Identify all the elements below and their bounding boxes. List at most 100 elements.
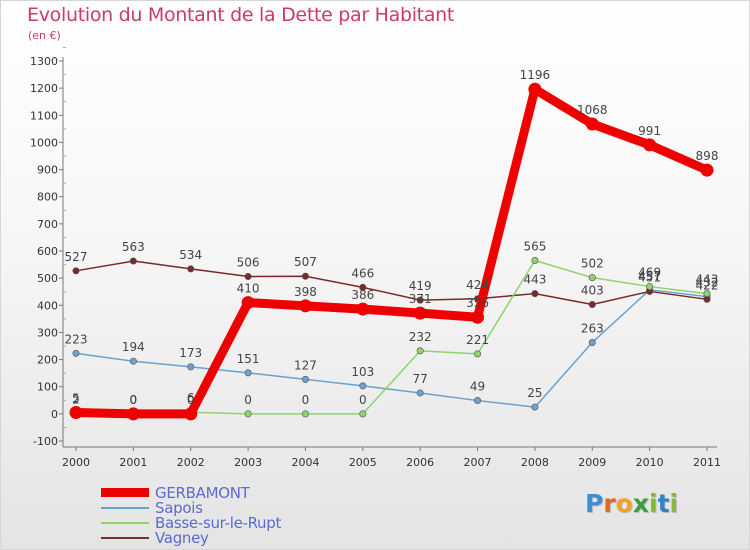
data-label-vagney: 534 — [179, 248, 202, 262]
data-label-gerbamont: 1196 — [520, 68, 551, 82]
series-line-basse-sur-le-rupt — [75, 259, 708, 415]
data-point-vagney — [244, 273, 252, 281]
data-point-basse-sur-le-rupt — [244, 410, 252, 418]
data-point-gerbamont — [700, 163, 714, 177]
series-line-vagney — [75, 260, 708, 306]
y-tick-label: 400 — [37, 299, 58, 312]
data-point-vagney — [129, 257, 137, 265]
data-label-gerbamont: 991 — [638, 124, 661, 138]
data-point-gerbamont — [184, 407, 198, 421]
data-point-sapois — [187, 363, 195, 371]
y-tick-label: 1200 — [30, 82, 58, 95]
x-tick-label: 2000 — [62, 456, 90, 469]
data-label-sapois: 25 — [527, 386, 542, 400]
data-point-basse-sur-le-rupt — [301, 410, 309, 418]
data-label-gerbamont: 1068 — [577, 103, 608, 117]
data-point-basse-sur-le-rupt — [703, 290, 711, 298]
data-label-basse-sur-le-rupt: 0 — [302, 393, 310, 407]
y-tick-label: 900 — [37, 164, 58, 177]
legend-swatch-sapois — [101, 507, 149, 509]
data-point-sapois — [474, 397, 482, 405]
data-point-basse-sur-le-rupt — [646, 283, 654, 291]
y-tick-label: 700 — [37, 218, 58, 231]
legend-swatch-vagney — [101, 537, 149, 539]
data-label-sapois: 194 — [122, 340, 145, 354]
data-label-gerbamont: 5 — [72, 392, 80, 406]
data-point-gerbamont — [585, 117, 599, 131]
data-point-sapois — [588, 338, 596, 346]
data-point-basse-sur-le-rupt — [588, 274, 596, 282]
data-point-sapois — [359, 382, 367, 390]
data-label-basse-sur-le-rupt: 502 — [581, 257, 604, 271]
data-point-vagney — [416, 296, 424, 304]
data-point-gerbamont — [528, 82, 542, 96]
x-tick-label: 2006 — [406, 456, 434, 469]
data-label-vagney: 424 — [466, 278, 489, 292]
y-tick-label: 1300 — [30, 55, 58, 68]
y-tick-label: 600 — [37, 245, 58, 258]
data-point-gerbamont — [241, 296, 255, 310]
data-point-vagney — [588, 300, 596, 308]
data-label-sapois: 127 — [294, 358, 317, 372]
data-label-sapois: 49 — [470, 380, 485, 394]
data-label-sapois: 457 — [638, 269, 661, 283]
data-label-vagney: 563 — [122, 240, 145, 254]
data-point-sapois — [129, 357, 137, 365]
data-point-sapois — [72, 349, 80, 357]
data-label-sapois: 432 — [696, 276, 719, 290]
y-tick-label: 0 — [51, 408, 58, 421]
data-label-gerbamont: 386 — [351, 288, 374, 302]
data-label-sapois: 151 — [237, 352, 260, 366]
legend-label-sapois: Sapois — [155, 499, 203, 517]
data-label-gerbamont: 356 — [466, 296, 489, 310]
x-tick-label: 2010 — [636, 456, 664, 469]
x-tick-label: 2008 — [521, 456, 549, 469]
data-point-sapois — [301, 375, 309, 383]
data-label-basse-sur-le-rupt: 2 — [72, 392, 80, 406]
data-point-vagney — [359, 283, 367, 291]
data-label-vagney: 506 — [237, 256, 260, 270]
data-point-vagney — [301, 272, 309, 280]
data-label-basse-sur-le-rupt: 443 — [696, 273, 719, 287]
data-point-gerbamont — [356, 302, 370, 316]
data-label-basse-sur-le-rupt: 469 — [638, 266, 661, 280]
data-label-gerbamont: 371 — [409, 292, 432, 306]
data-label-sapois: 103 — [351, 365, 374, 379]
data-point-vagney — [187, 265, 195, 273]
data-label-sapois: 173 — [179, 346, 202, 360]
data-point-basse-sur-le-rupt — [474, 350, 482, 358]
data-label-gerbamont: 0 — [130, 393, 138, 407]
data-point-sapois — [531, 403, 539, 411]
y-tick-label: 500 — [37, 272, 58, 285]
data-label-basse-sur-le-rupt: 0 — [359, 393, 367, 407]
x-tick-label: 2003 — [234, 456, 262, 469]
data-label-vagney: 422 — [696, 278, 719, 292]
data-label-vagney: 451 — [638, 270, 661, 284]
data-point-gerbamont — [643, 138, 657, 152]
legend-label-basse-sur-le-rupt: Basse-sur-le-Rupt — [155, 514, 282, 532]
chart-title: Evolution du Montant de la Dette par Hab… — [27, 4, 455, 26]
legend-swatch-basse-sur-le-rupt — [101, 522, 149, 524]
x-tick-label: 2001 — [119, 456, 147, 469]
data-point-gerbamont — [126, 407, 140, 421]
data-label-vagney: 443 — [523, 273, 546, 287]
data-label-basse-sur-le-rupt: 0 — [244, 393, 252, 407]
data-label-vagney: 527 — [65, 250, 88, 264]
y-tick-label: 200 — [37, 354, 58, 367]
data-label-gerbamont: 410 — [237, 282, 260, 296]
x-tick-label: 2005 — [349, 456, 377, 469]
data-label-gerbamont: 898 — [696, 149, 719, 163]
data-label-basse-sur-le-rupt: 0 — [130, 393, 138, 407]
x-tick-label: 2004 — [291, 456, 319, 469]
data-label-basse-sur-le-rupt: 565 — [523, 240, 546, 254]
data-label-gerbamont: 0 — [187, 393, 195, 407]
data-point-basse-sur-le-rupt — [416, 347, 424, 355]
data-label-sapois: 263 — [581, 321, 604, 335]
data-point-basse-sur-le-rupt — [531, 256, 539, 264]
x-tick-label: 2009 — [578, 456, 606, 469]
data-point-vagney — [531, 290, 539, 298]
data-point-basse-sur-le-rupt — [359, 410, 367, 418]
y-tick-label: 1000 — [30, 136, 58, 149]
